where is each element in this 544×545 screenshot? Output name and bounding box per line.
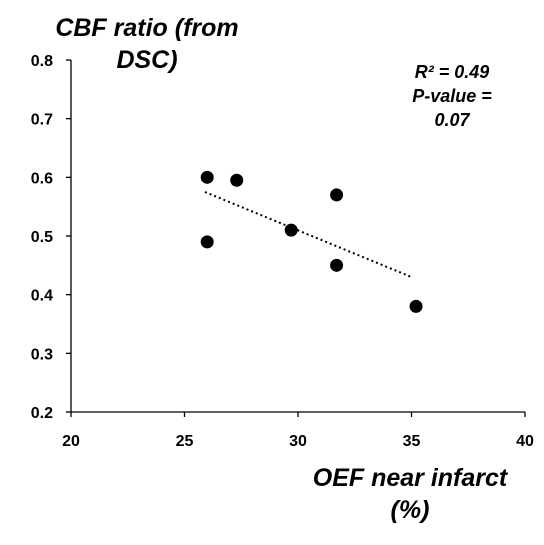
- x-tick-label: 25: [176, 433, 194, 450]
- x-tick-label: 30: [289, 433, 307, 450]
- data-point: [230, 173, 244, 187]
- data-point: [284, 223, 298, 237]
- y-tick-labels: 0.2 0.3 0.4 0.5 0.6 0.7 0.8: [31, 53, 71, 422]
- data-point: [409, 299, 423, 313]
- y-tick-label: 0.6: [31, 170, 53, 187]
- trendline-group: [204, 191, 412, 278]
- y-tick-label: 0.5: [31, 229, 53, 246]
- stats-annotation: R² = 0.49 P-value = 0.07: [392, 60, 512, 132]
- r-squared-label: R² = 0.49: [414, 62, 490, 82]
- x-tick-label: 40: [516, 433, 534, 450]
- data-point: [200, 170, 214, 184]
- x-tick-label: 20: [62, 433, 80, 450]
- data-point: [330, 258, 344, 272]
- y-tick-label: 0.7: [31, 112, 53, 129]
- data-point: [200, 235, 214, 249]
- y-tick-label: 0.2: [31, 405, 53, 422]
- data-point: [330, 188, 344, 202]
- y-tick-label: 0.4: [31, 288, 53, 305]
- p-value-label: P-value =: [412, 86, 492, 106]
- x-axis-title: OEF near infarct (%): [312, 464, 508, 524]
- y-axis-title: CBF ratio (from DSC): [55, 14, 239, 74]
- y-tick-label: 0.8: [31, 53, 53, 70]
- x-tick-label: 35: [403, 433, 421, 450]
- y-tick-label: 0.3: [31, 346, 53, 363]
- trendline: [204, 191, 412, 278]
- data-points: [200, 170, 423, 313]
- p-value-value: 0.07: [434, 110, 470, 130]
- x-tick-labels: 20 25 30 35 40: [62, 412, 534, 450]
